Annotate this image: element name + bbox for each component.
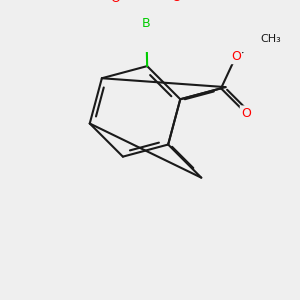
Text: B: B xyxy=(142,17,151,30)
Text: O: O xyxy=(241,107,251,120)
Text: O: O xyxy=(171,0,181,4)
Text: O: O xyxy=(110,0,120,5)
Text: CH₃: CH₃ xyxy=(261,34,282,44)
Text: O: O xyxy=(231,50,241,63)
